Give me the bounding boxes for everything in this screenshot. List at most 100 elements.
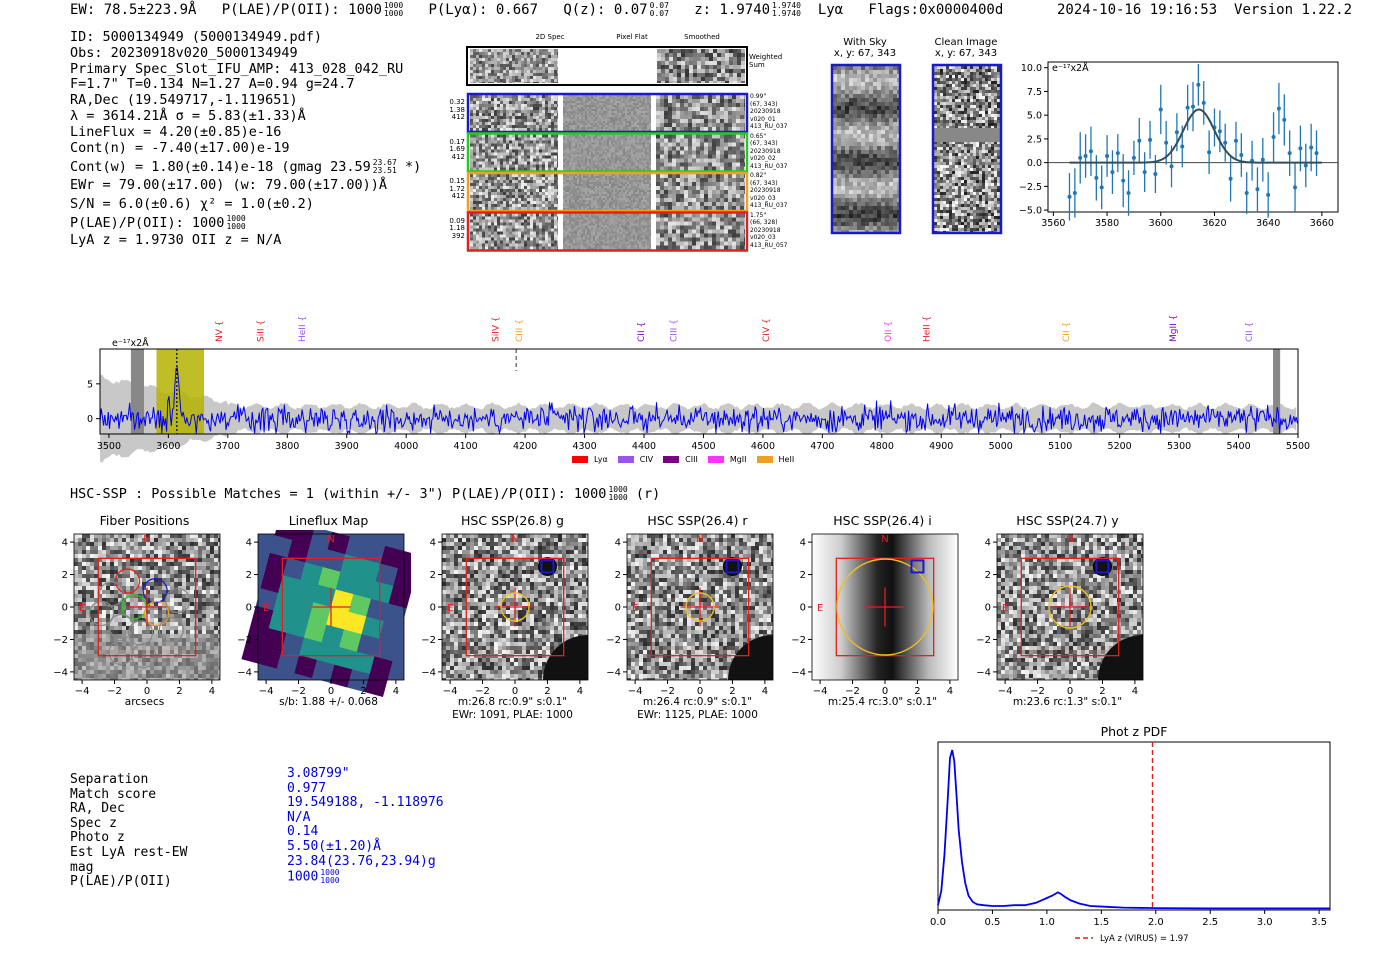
pixel xyxy=(482,228,485,232)
pixel xyxy=(506,107,509,110)
pixel xyxy=(668,107,672,111)
pixel xyxy=(533,125,536,128)
pixel xyxy=(607,184,609,186)
pixel xyxy=(476,174,479,177)
pixel xyxy=(583,142,585,145)
pixel xyxy=(641,103,643,105)
pixel xyxy=(533,198,536,201)
pixel xyxy=(521,161,524,165)
pixel xyxy=(545,134,548,138)
pixel xyxy=(485,195,488,198)
pixel xyxy=(725,57,729,61)
pixel xyxy=(470,79,473,82)
pixel xyxy=(577,176,579,178)
pixel xyxy=(647,206,649,208)
pixel xyxy=(720,134,724,139)
pixel xyxy=(542,164,545,168)
pixel xyxy=(660,206,664,210)
pixel xyxy=(470,125,473,128)
pixel xyxy=(647,150,649,153)
pixel xyxy=(684,150,688,155)
pixel xyxy=(530,104,533,107)
pixel xyxy=(657,81,661,83)
pixel xyxy=(533,82,536,83)
pixel xyxy=(677,77,681,81)
pixel xyxy=(503,164,506,168)
pixel xyxy=(689,77,693,81)
pixel xyxy=(527,186,530,189)
pixel xyxy=(581,184,583,186)
pixel xyxy=(515,98,518,101)
pixel xyxy=(470,201,473,204)
pixel xyxy=(627,123,629,125)
pixel xyxy=(518,73,521,76)
pixel xyxy=(563,204,565,206)
pixel xyxy=(479,152,482,156)
pixel xyxy=(645,206,647,208)
pixel xyxy=(542,198,545,201)
pixel xyxy=(565,142,567,145)
pixel xyxy=(599,186,601,188)
pixel xyxy=(637,174,639,176)
pixel xyxy=(500,55,503,58)
pixel xyxy=(551,189,554,192)
pixel xyxy=(491,67,494,70)
pixel xyxy=(641,136,643,139)
pixel xyxy=(470,52,473,55)
pixel xyxy=(635,134,637,137)
pixel xyxy=(633,200,635,202)
pixel xyxy=(647,113,649,115)
pixel xyxy=(554,104,557,107)
pixel xyxy=(577,117,579,119)
pixel xyxy=(599,156,601,159)
pixel xyxy=(623,99,625,101)
pixel xyxy=(631,184,633,186)
pixel xyxy=(684,95,688,99)
pixel xyxy=(551,204,554,207)
pixel xyxy=(569,208,571,210)
pixel xyxy=(692,134,696,139)
pixel xyxy=(545,64,548,67)
pixel xyxy=(485,98,488,101)
pixel xyxy=(506,82,509,83)
pixel xyxy=(563,115,565,117)
pixel xyxy=(609,196,611,198)
pixel xyxy=(740,142,744,147)
pixel xyxy=(575,196,577,198)
pixel xyxy=(708,174,712,178)
pixel xyxy=(571,97,573,99)
pixel xyxy=(583,136,585,139)
pixel xyxy=(579,156,581,159)
pixel xyxy=(512,76,515,79)
pixel xyxy=(717,65,721,69)
pixel xyxy=(589,176,591,178)
row-divider xyxy=(652,94,655,132)
pixel xyxy=(571,206,573,208)
pixel xyxy=(599,144,601,147)
pixel xyxy=(485,79,488,82)
pixel xyxy=(557,122,558,125)
pixel xyxy=(518,134,521,138)
pixel xyxy=(530,219,533,223)
pixel xyxy=(533,234,536,238)
pixel xyxy=(591,134,593,137)
pixel xyxy=(605,148,607,151)
pixel xyxy=(548,195,551,198)
pixel xyxy=(527,183,530,186)
pixel xyxy=(533,73,536,76)
pixel xyxy=(732,198,736,202)
pixel xyxy=(623,142,625,145)
pixel xyxy=(551,192,554,195)
pixel xyxy=(569,148,571,151)
pixel xyxy=(554,213,557,217)
pixel xyxy=(488,207,491,210)
pixel xyxy=(539,101,542,104)
pixel xyxy=(518,107,521,110)
pixel xyxy=(641,121,643,123)
pixel xyxy=(479,155,482,159)
pixel xyxy=(645,136,647,139)
pixel xyxy=(692,206,696,210)
pixel xyxy=(680,123,684,127)
pixel xyxy=(571,107,573,109)
pixel xyxy=(589,111,591,113)
